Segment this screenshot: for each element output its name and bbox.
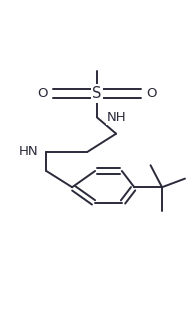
Text: S: S <box>92 86 102 101</box>
Text: NH: NH <box>107 111 126 124</box>
Text: O: O <box>146 87 156 100</box>
Text: O: O <box>38 87 48 100</box>
Text: HN: HN <box>19 145 39 158</box>
